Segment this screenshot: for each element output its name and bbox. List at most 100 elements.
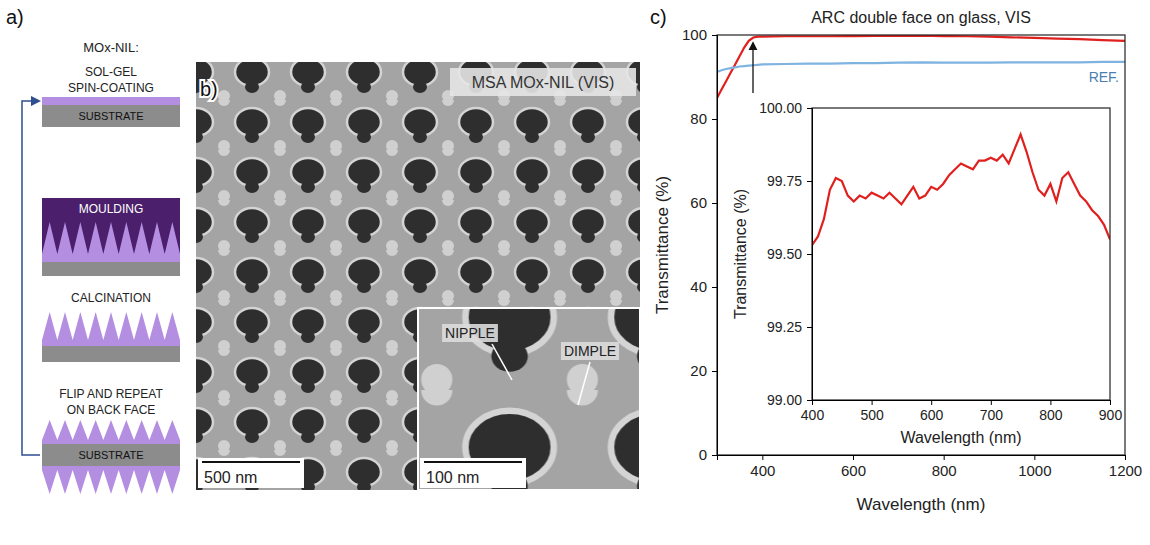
x-axis-title: Wavelength (nm) (857, 495, 986, 514)
scale-bar-label: 500 nm (204, 469, 257, 486)
x-axis-line (718, 456, 1126, 461)
step-label: FLIP AND REPEAT (59, 387, 163, 401)
y-tick-mark (712, 203, 717, 204)
y-tick-mark (807, 400, 812, 401)
y-tick-label: 80 (690, 110, 707, 127)
leader-line (492, 344, 512, 380)
inset-chart: 400 500 600 700 800 900 99.00 99.25 99.50 99.75 10… (732, 100, 1122, 446)
x-tick: 400 (801, 400, 825, 423)
main-chart: 40060080010001200020406080100Wavelength … (650, 6, 1142, 514)
substrate (42, 262, 180, 276)
x-tick: 600 (920, 400, 944, 423)
scale-bar-box (420, 458, 526, 488)
y-tick: 60 (690, 194, 717, 211)
y-tick-mark (712, 119, 717, 120)
y-tick-label: 99.50 (767, 246, 802, 262)
x-tick: 800 (1039, 400, 1063, 423)
mould (42, 198, 180, 254)
panel-letter: c) (650, 6, 667, 28)
feature-label: DIMPLE (564, 343, 616, 359)
series-group (717, 36, 1125, 98)
x-tick: 700 (980, 400, 1004, 423)
repeat-arrow (22, 101, 40, 455)
x-tick: 500 (860, 400, 884, 423)
substrate (42, 105, 180, 127)
label-patch (442, 324, 498, 342)
inset-background (726, 96, 1122, 452)
y-tick-mark (807, 254, 812, 255)
feature-label: NIPPLE (445, 325, 495, 341)
y-tick-mark (712, 287, 717, 288)
diagram-title: MOx-NIL: (83, 40, 139, 55)
y-axis: 020406080100 (682, 26, 718, 463)
series-line (717, 36, 1125, 98)
scale-bar-label: 100 nm (426, 469, 479, 486)
y-tick: 20 (690, 362, 717, 379)
y-tick: 99.75 (767, 173, 812, 189)
y-tick: 99.50 (767, 246, 812, 262)
oxide-teeth (42, 470, 180, 494)
scale-bar-box (198, 458, 304, 488)
x-tick: 1000 (1018, 455, 1051, 479)
y-tick-label: 99.75 (767, 173, 802, 189)
sol-gel-layer (42, 97, 180, 105)
y-tick-label: 60 (690, 194, 707, 211)
step-label: SOL-GEL (85, 65, 137, 79)
oxide-teeth (42, 312, 180, 340)
x-tick-label: 800 (932, 462, 957, 479)
plot-frame (812, 108, 1110, 400)
panel-b: b) MSA MOx-NIL (VIS) 500 nm 100 nm NIPPLE DIM… (196, 62, 640, 490)
oxide-layer (42, 466, 180, 470)
x-tick-label: 400 (750, 462, 775, 479)
x-tick-label: 900 (1099, 407, 1123, 423)
y-tick-label: 0 (699, 446, 707, 463)
y-axis-line (712, 36, 718, 456)
plot-frame (717, 35, 1125, 455)
substrate (42, 346, 180, 362)
annotation-arrow (752, 43, 753, 93)
y-tick: 0 (699, 446, 717, 463)
substrate-label: SUBSTRATE (78, 449, 143, 461)
step-label: SPIN-COATING (68, 81, 154, 95)
x-tick-mark (991, 400, 992, 405)
x-tick-mark (762, 455, 763, 460)
x-tick-mark (1034, 455, 1035, 460)
y-tick-label: 99.25 (767, 319, 802, 335)
x-tick-label: 400 (801, 407, 825, 423)
y-tick-label: 40 (690, 278, 707, 295)
x-tick-label: 1000 (1018, 462, 1051, 479)
series-label: REF. (1089, 69, 1119, 85)
series-group (812, 134, 1110, 245)
x-tick-mark (931, 400, 932, 405)
y-axis-title: Transmittance (%) (653, 176, 672, 314)
x-tick-mark (944, 455, 945, 460)
x-tick-mark (872, 400, 873, 405)
x-tick: 1200 (1109, 455, 1142, 479)
x-tick-mark (1110, 400, 1111, 405)
image-caption: MSA MOx-NIL (VIS) (472, 74, 615, 91)
oxide-layer (42, 440, 180, 444)
oxide-layer (42, 340, 180, 346)
x-tick-mark (1050, 400, 1051, 405)
substrate (42, 444, 180, 466)
x-tick: 400 (750, 455, 775, 479)
panel-letter: b) (200, 78, 218, 100)
y-tick-label: 100.00 (759, 100, 802, 116)
x-axis: 400 500 600 700 800 900 (801, 400, 1123, 423)
y-tick-mark (712, 455, 717, 456)
figure: a) MOx-NIL: SOL-GEL SPIN-COATING SUBSTRATE MO… (0, 0, 1150, 545)
x-tick-label: 500 (860, 407, 884, 423)
step-label: ON BACK FACE (67, 403, 156, 417)
caption-box (450, 68, 636, 96)
y-tick: 100.00 (759, 100, 812, 116)
panel-letter: a) (6, 6, 24, 28)
y-tick: 99.00 (767, 392, 812, 408)
x-tick-mark (853, 455, 854, 460)
x-axis-line (813, 401, 1111, 406)
y-tick-label: 99.00 (767, 392, 802, 408)
leader-line (578, 362, 590, 405)
y-axis-line (807, 109, 813, 401)
sem-image (196, 62, 640, 490)
step-label: MOULDING (79, 202, 144, 216)
label-patch (561, 342, 619, 360)
